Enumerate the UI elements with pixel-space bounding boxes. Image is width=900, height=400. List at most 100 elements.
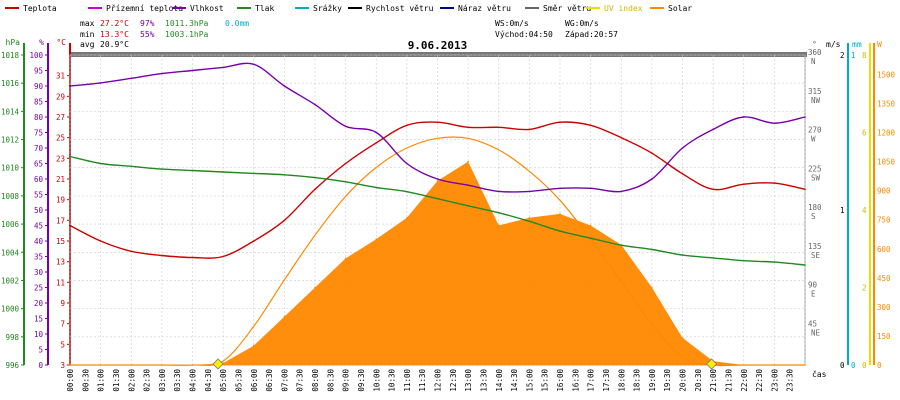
x-tick-label: 07:00: [280, 369, 289, 392]
point-tlak-20: [681, 254, 684, 256]
axis-label-uv: 6: [862, 129, 867, 138]
x-tick-label: 23:00: [770, 369, 779, 392]
point-teplota-18: [620, 136, 623, 139]
axis-label-dir: 45: [808, 319, 817, 328]
axis-label-hum: 30: [34, 268, 44, 277]
axis-label-press: 1018: [1, 51, 20, 60]
x-tick-label: 04:30: [204, 369, 213, 392]
axis-label-hum: 80: [34, 113, 44, 122]
point-tlak-18: [620, 244, 623, 246]
point-teplota-2: [130, 250, 133, 253]
x-tick-label: 03:30: [173, 369, 182, 392]
point-tlak-8: [314, 176, 316, 179]
point-solar-12: [436, 180, 439, 182]
axis-compass-dir: W: [811, 135, 816, 144]
point-teplota-20: [681, 173, 684, 175]
axis-label-hum: 20: [34, 299, 44, 308]
x-tick-label: 20:00: [679, 369, 688, 392]
axis-unit-temp: °C: [56, 38, 66, 47]
point-teplota-6: [253, 240, 255, 242]
axis-compass-dir: SE: [811, 251, 821, 260]
series-solar-area: [70, 161, 805, 365]
point-vlhkost-18: [620, 190, 623, 193]
x-tick-label: 08:30: [326, 369, 335, 392]
point-vlhkost-10: [375, 131, 378, 134]
point-tlak-13: [467, 205, 469, 207]
point-teplota-15: [528, 128, 531, 131]
point-vlhkost-16: [559, 187, 561, 190]
axis-label-temp: 9: [60, 299, 65, 308]
point-teplota-7: [283, 219, 286, 222]
point-vlhkost-0: [69, 85, 71, 87]
axis-label-hum: 25: [34, 284, 43, 293]
axis-compass-dir: N: [811, 57, 816, 66]
x-tick-label: 16:30: [571, 369, 580, 392]
point-tlak-10: [375, 186, 378, 189]
axis-label-hum: 65: [34, 160, 43, 169]
point-tlak-2: [130, 165, 133, 168]
axis-label-ms: 1: [840, 206, 845, 215]
axis-label-temp: 11: [56, 278, 65, 287]
axis-label-press: 998: [5, 333, 19, 342]
x-axis-unit: čas: [812, 369, 827, 379]
axis-label-solar: 1350: [877, 99, 896, 108]
axis-label-dir: 270: [808, 126, 822, 135]
point-vlhkost-9: [344, 125, 347, 128]
axis-label-hum: 90: [34, 82, 44, 91]
point-solar-6: [253, 344, 255, 347]
stat-ws: WS:0m/s: [495, 19, 529, 28]
point-tlak-11: [406, 190, 408, 193]
axis-compass-dir: E: [811, 290, 816, 299]
axis-label-press: 1006: [1, 220, 20, 229]
legend-label-uv: UV index: [604, 4, 643, 13]
legend-label-teplota: Teplota: [23, 4, 57, 13]
point-teplota-10: [375, 142, 378, 144]
point-vlhkost-2: [130, 77, 133, 80]
stat-min-temp: 13.3°C: [100, 30, 129, 39]
x-tick-label: 09:00: [342, 369, 351, 392]
point-vlhkost-20: [681, 147, 684, 149]
axis-label-solar: 1050: [877, 158, 896, 167]
axis-label-press: 1002: [1, 276, 19, 285]
point-teplota-13: [467, 126, 469, 129]
point-tlak-1: [99, 162, 102, 165]
stat-max-hum: 97%: [140, 19, 155, 28]
x-tick-label: 06:30: [265, 369, 274, 392]
stat-wg: WG:0m/s: [565, 19, 599, 28]
x-tick-label: 13:30: [479, 369, 488, 392]
axis-label-dir: 135: [808, 242, 822, 251]
legend: Teplota Přízemní teplota Vlhkost Tlak Srážky…: [5, 4, 692, 13]
x-tick-label: 09:30: [357, 369, 366, 392]
x-tick-label: 03:00: [158, 369, 167, 392]
axis-unit-mm: mm: [852, 40, 862, 49]
point-vlhkost-19: [651, 178, 653, 180]
point-vlhkost-3: [161, 72, 163, 75]
point-tlak-3: [161, 168, 163, 170]
point-teplota-8: [314, 188, 316, 191]
x-tick-label: 11:00: [403, 369, 412, 392]
point-solar-11: [406, 217, 408, 219]
point-solar-17: [589, 224, 592, 227]
point-teplota-21: [712, 188, 714, 191]
axis-label-mm: 1: [851, 51, 856, 60]
x-tick-label: 02:30: [143, 369, 152, 392]
axis-label-dir: 225: [808, 164, 822, 173]
point-teplota-5: [222, 255, 224, 258]
axis-label-hum: 100: [29, 51, 43, 60]
x-tick-label: 08:00: [311, 369, 320, 392]
axis-label-press: 1000: [1, 305, 20, 314]
point-teplota-24: [804, 188, 806, 191]
legend-label-srazky: Srážky: [313, 4, 342, 13]
x-tick-label: 05:00: [219, 369, 228, 392]
axis-label-hum: 0: [38, 361, 43, 370]
axis-unit-press: hPa: [6, 38, 21, 47]
point-vlhkost-8: [314, 103, 316, 106]
point-vlhkost-1: [99, 82, 102, 84]
point-solar-16: [559, 213, 561, 215]
x-tick-label: 02:00: [127, 369, 136, 392]
legend-label-rychlost: Rychlost větru: [366, 4, 434, 13]
stat-max-temp: 27.2°C: [100, 19, 129, 28]
point-vlhkost-21: [712, 128, 714, 131]
axis-label-solar: 900: [877, 187, 891, 196]
axis-label-ms: 0: [840, 361, 845, 370]
